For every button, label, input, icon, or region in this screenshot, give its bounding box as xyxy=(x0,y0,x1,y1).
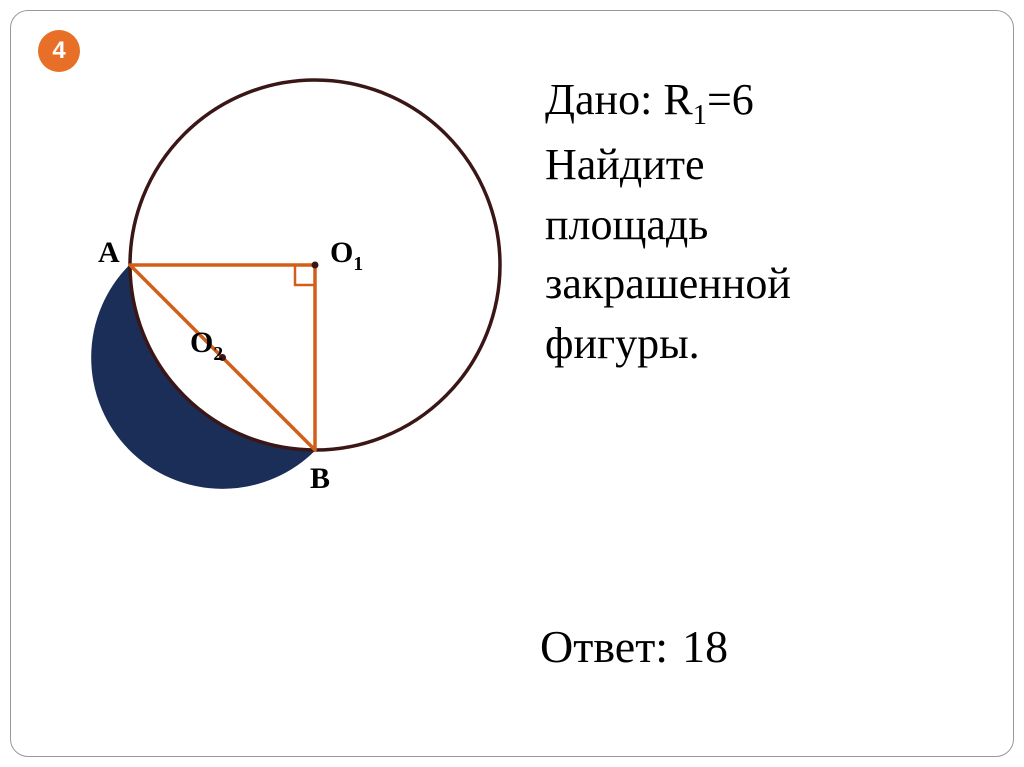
answer-value: 18 xyxy=(682,621,728,672)
find-line-3: закрашенной xyxy=(545,254,985,313)
find-line-2: площадь xyxy=(545,195,985,254)
find-line-4: фигуры. xyxy=(545,314,985,373)
diagram-svg: A B O1 O2 xyxy=(40,40,540,580)
label-A: A xyxy=(98,236,120,269)
label-B: B xyxy=(310,462,330,495)
given-line: Дано: R1=6 xyxy=(545,70,985,135)
variable-R: R xyxy=(663,75,692,124)
equals-value: =6 xyxy=(707,75,754,124)
given-prefix: Дано: xyxy=(545,75,663,124)
answer-label: Ответ: xyxy=(540,621,668,672)
label-O1: O1 xyxy=(330,236,363,275)
variable-sub: 1 xyxy=(693,100,707,131)
right-angle-marker xyxy=(295,265,315,285)
shaded-region xyxy=(92,265,315,488)
answer-block: Ответ: 18 xyxy=(540,620,728,673)
problem-text: Дано: R1=6 Найдите площадь закрашенной ф… xyxy=(545,70,985,373)
point-O1 xyxy=(312,262,319,269)
find-line-1: Найдите xyxy=(545,135,985,194)
geometry-diagram: A B O1 O2 xyxy=(40,40,540,580)
label-O2: O2 xyxy=(190,326,223,365)
